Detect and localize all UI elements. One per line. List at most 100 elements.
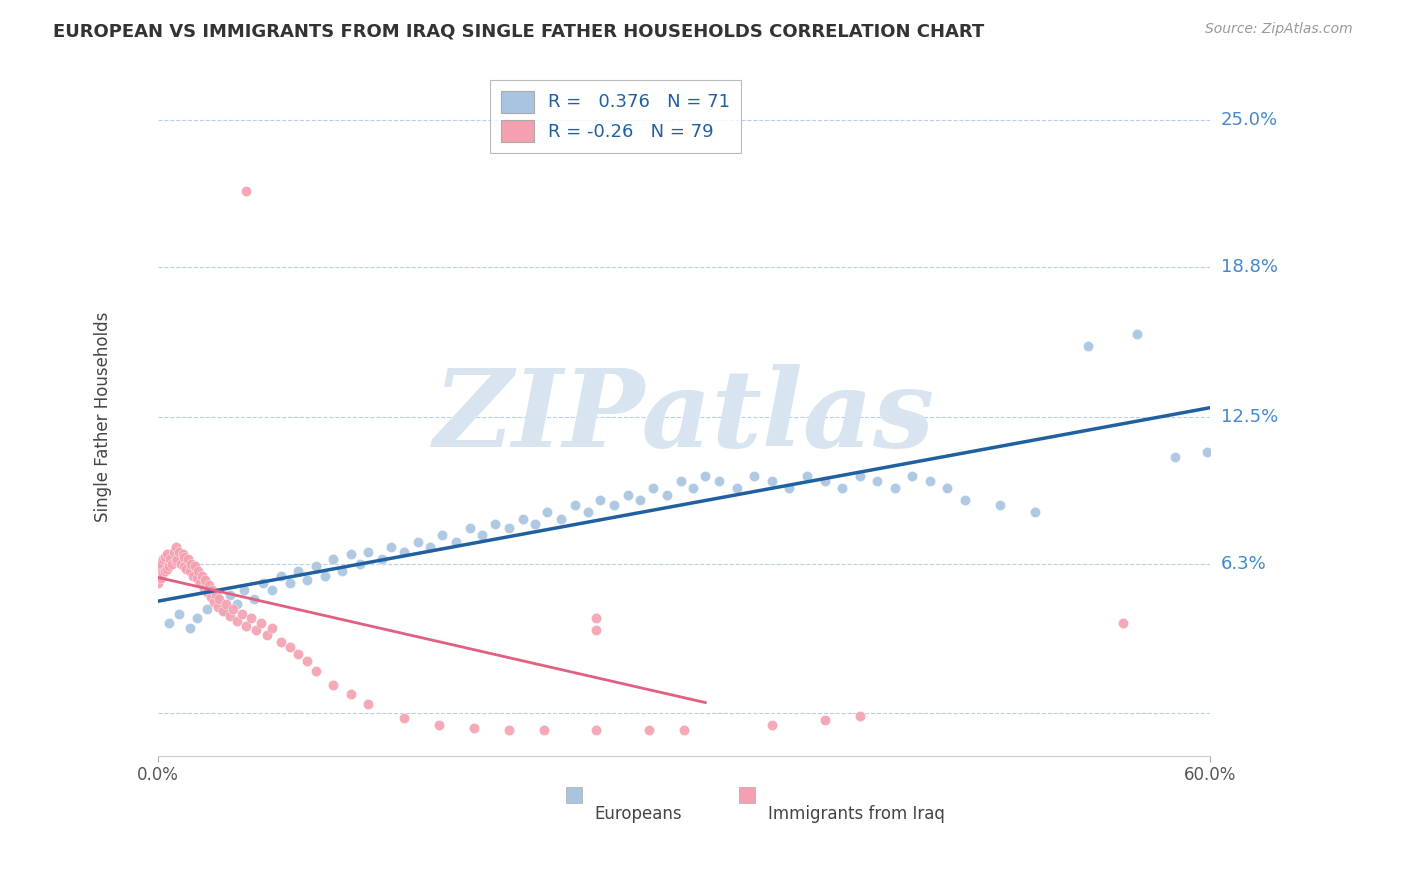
Point <box>576 505 599 519</box>
Point <box>988 498 1011 512</box>
Point <box>232 582 254 597</box>
Point <box>179 621 201 635</box>
Point <box>260 582 283 597</box>
Point <box>153 549 176 564</box>
Point <box>208 592 231 607</box>
Point <box>150 571 173 585</box>
Text: Immigrants from Iraq: Immigrants from Iraq <box>768 805 945 823</box>
Point <box>166 552 188 566</box>
Point <box>330 564 353 578</box>
Point <box>177 552 200 566</box>
Point <box>638 723 661 737</box>
Text: 25.0%: 25.0% <box>1220 112 1278 129</box>
Point <box>918 474 941 488</box>
Point <box>340 687 363 701</box>
Point <box>380 540 402 554</box>
Point <box>226 614 249 628</box>
Point <box>603 498 626 512</box>
Point <box>813 474 835 488</box>
Point <box>231 607 253 621</box>
Point <box>419 540 441 554</box>
Point <box>533 723 555 737</box>
Point <box>458 521 481 535</box>
Point <box>156 547 179 561</box>
Point <box>831 481 853 495</box>
Point <box>198 578 221 592</box>
Point <box>430 528 453 542</box>
Point <box>512 512 534 526</box>
Point <box>186 611 208 625</box>
Point <box>813 714 835 728</box>
Point <box>212 604 235 618</box>
Point <box>357 545 380 559</box>
Text: Single Father Households: Single Father Households <box>94 311 112 522</box>
Point <box>195 585 218 599</box>
Point <box>287 647 309 661</box>
Point <box>149 568 172 582</box>
Point <box>796 469 818 483</box>
Point <box>589 492 612 507</box>
Point <box>669 474 692 488</box>
Point <box>349 557 371 571</box>
Point <box>215 597 238 611</box>
Point <box>936 481 959 495</box>
Point <box>270 635 292 649</box>
Point <box>585 611 607 625</box>
Point <box>205 592 228 607</box>
Point <box>167 545 190 559</box>
Point <box>222 602 245 616</box>
Point <box>194 574 217 588</box>
Point <box>157 616 180 631</box>
Point <box>484 516 506 531</box>
Point <box>536 505 558 519</box>
Point <box>167 607 190 621</box>
Point <box>181 568 204 582</box>
Point <box>585 624 607 638</box>
Point <box>848 469 870 483</box>
Point <box>427 718 450 732</box>
Point <box>174 561 197 575</box>
Text: Europeans: Europeans <box>595 805 682 823</box>
Point <box>295 654 318 668</box>
Point <box>278 575 301 590</box>
Point <box>157 559 180 574</box>
Point <box>170 557 193 571</box>
Point <box>498 521 520 535</box>
Point <box>173 559 195 574</box>
Point <box>471 528 494 542</box>
Point <box>305 559 328 574</box>
Point <box>498 723 520 737</box>
Point <box>184 559 207 574</box>
Point <box>152 566 174 581</box>
Point <box>617 488 640 502</box>
Point <box>202 595 225 609</box>
Point <box>219 588 242 602</box>
Point <box>214 604 236 618</box>
Point <box>406 535 429 549</box>
Point <box>200 590 222 604</box>
Point <box>322 552 344 566</box>
Point <box>901 469 924 483</box>
Point <box>564 498 586 512</box>
Point <box>1125 326 1147 341</box>
Text: EUROPEAN VS IMMIGRANTS FROM IRAQ SINGLE FATHER HOUSEHOLDS CORRELATION CHART: EUROPEAN VS IMMIGRANTS FROM IRAQ SINGLE … <box>53 22 984 40</box>
Point <box>322 678 344 692</box>
Point <box>655 488 678 502</box>
Point <box>260 621 283 635</box>
Point <box>159 552 181 566</box>
Point <box>160 557 183 571</box>
Point <box>1024 505 1046 519</box>
Point <box>524 516 547 531</box>
Point <box>673 723 696 737</box>
Point <box>235 618 257 632</box>
Point <box>207 599 229 614</box>
Point <box>156 561 179 575</box>
Point <box>152 552 174 566</box>
Point <box>252 575 274 590</box>
Point <box>149 559 172 574</box>
Point <box>1195 445 1218 459</box>
Point <box>195 602 218 616</box>
Point <box>153 564 176 578</box>
Point <box>150 557 173 571</box>
Point <box>172 547 194 561</box>
